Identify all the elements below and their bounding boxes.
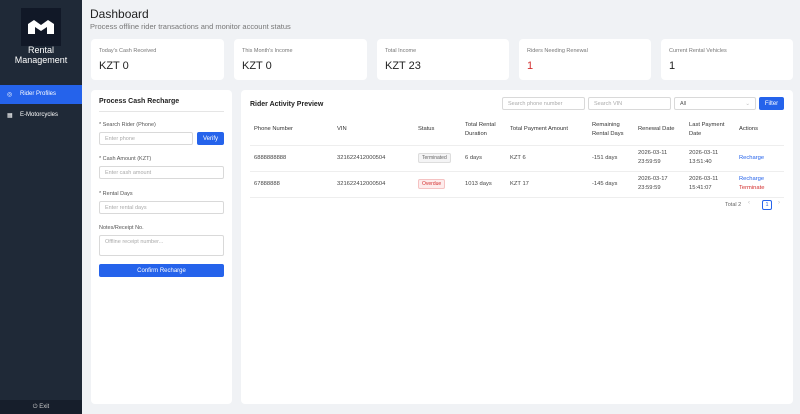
actions-cell: Recharge	[735, 145, 784, 172]
action-link[interactable]: Terminate	[739, 185, 765, 191]
divider	[99, 111, 224, 112]
menu-label: Rider Profiles	[20, 91, 57, 97]
stat-value: KZT 0	[242, 60, 272, 72]
column-header: Phone Number	[250, 115, 333, 146]
column-header: Total Rental Duration	[461, 115, 506, 146]
status-cell: Terminated	[414, 145, 461, 172]
activity-table: Phone Number VIN Status Total Rental Durati…	[250, 115, 784, 198]
column-header: Actions	[735, 115, 784, 146]
next-page[interactable]: ›	[778, 200, 780, 206]
verify-button[interactable]: Verify	[197, 132, 224, 145]
column-header: Total Payment Amount	[506, 115, 588, 146]
caret: ⌄	[745, 100, 750, 107]
action-link[interactable]: Recharge	[739, 176, 765, 182]
menu-item[interactable]: ▦ E-Motorcycles	[0, 108, 82, 125]
table-row: 67888888 321622412000504 Overdue 1013 days K…	[250, 171, 784, 198]
stat-card: Today's Cash Received KZT 0	[91, 39, 224, 80]
field-label: * Cash Amount (KZT)	[99, 156, 152, 162]
field-label: Notes/Receipt No.	[99, 225, 144, 231]
menu-label: E-Motorcycles	[20, 112, 59, 118]
page-title: Dashboard	[90, 7, 149, 21]
table-cell: 1013 days	[461, 171, 506, 198]
stat-label: Riders Needing Renewal	[527, 48, 588, 54]
vin-search[interactable]: Search VIN	[588, 97, 671, 110]
table-cell: 6888888888	[250, 145, 333, 172]
select-value: All	[680, 100, 687, 107]
brand: Rental Management	[14, 45, 68, 65]
field-label: * Rental Days	[99, 191, 133, 197]
filter-button[interactable]: Filter	[759, 97, 784, 110]
status-badge: Terminated	[418, 152, 451, 163]
icon: ◎	[7, 92, 13, 98]
activity-panel: Rider Activity Preview Search phone numb…	[241, 90, 793, 404]
stat-card: Total Income KZT 23	[377, 39, 509, 80]
status-select[interactable]: All ⌄	[674, 97, 756, 110]
notes-input[interactable]: Offline receipt number...	[99, 235, 224, 256]
amount-input[interactable]: Enter cash amount	[99, 166, 224, 179]
menu-item-active[interactable]: ◎ Rider Profiles	[0, 85, 82, 104]
table-cell: 2026-03-11 13:51:40	[685, 145, 735, 172]
table-cell: 6 days	[461, 145, 506, 172]
exit-label: Exit	[39, 404, 50, 410]
exit-button[interactable]: ⏻ Exit	[0, 400, 82, 414]
logo	[21, 8, 61, 46]
stat-card: Current Rental Vehicles 1	[661, 39, 793, 80]
stat-value: KZT 0	[99, 60, 129, 72]
days-input[interactable]: Enter rental days	[99, 201, 224, 214]
phone-input[interactable]: Enter phone	[99, 132, 193, 145]
icon: ▦	[7, 113, 13, 119]
sidebar: Rental Management ◎ Rider Profiles ▦ E-M…	[0, 0, 82, 414]
table-cell: 2026-03-11 15:41:07	[685, 171, 735, 198]
field-label: * Search Rider (Phone)	[99, 122, 156, 128]
column-header: VIN	[333, 115, 414, 146]
status-cell: Overdue	[414, 171, 461, 198]
logo-mark	[28, 20, 54, 34]
table-cell: -145 days	[588, 171, 634, 198]
status-badge: Overdue	[418, 178, 446, 189]
table-cell: KZT 17	[506, 171, 588, 198]
header-row: Phone Number VIN Status Total Rental Durati…	[250, 115, 784, 146]
action-link[interactable]: Recharge	[739, 154, 765, 161]
stat-label: Total Income	[385, 48, 417, 54]
phone-search[interactable]: Search phone number	[502, 97, 585, 110]
prev-page[interactable]: ‹	[748, 200, 750, 206]
table-cell: 67888888	[250, 171, 333, 198]
table-row: 6888888888 321622412000504 Terminated 6 day…	[250, 145, 784, 172]
confirm-button[interactable]: Confirm Recharge	[99, 264, 224, 277]
actions-cell: Recharge Terminate	[735, 171, 784, 198]
table-cell: -151 days	[588, 145, 634, 172]
panel-title: Process Cash Recharge	[99, 98, 180, 105]
stat-value: 1	[527, 60, 534, 72]
stat-label: Today's Cash Received	[99, 48, 157, 54]
stat-label: This Month's Income	[242, 48, 293, 54]
page-number[interactable]: 1	[762, 200, 772, 210]
stat-label: Current Rental Vehicles	[669, 48, 727, 54]
column-header: Renewal Date	[634, 115, 685, 146]
stat-card: This Month's Income KZT 0	[234, 39, 367, 80]
stat-card: Riders Needing Renewal 1	[519, 39, 651, 80]
table-cell: 2026-03-17 23:59:59	[634, 171, 685, 198]
column-header: Remaining Rental Days	[588, 115, 634, 146]
table-cell: KZT 6	[506, 145, 588, 172]
recharge-panel: Process Cash Recharge * Search Rider (Ph…	[91, 90, 232, 404]
stat-value: KZT 23	[385, 60, 421, 72]
panel-title: Rider Activity Preview	[250, 101, 324, 108]
column-header: Last Payment Date	[685, 115, 735, 146]
table-cell: 2026-03-11 23:59:59	[634, 145, 685, 172]
total-count: Total 2	[725, 202, 742, 208]
table-cell: 321622412000504	[333, 145, 414, 172]
stat-value: 1	[669, 60, 676, 72]
page-subtitle: Process offline rider transactions and m…	[90, 22, 291, 31]
column-header: Status	[414, 115, 461, 146]
table-cell: 321622412000504	[333, 171, 414, 198]
